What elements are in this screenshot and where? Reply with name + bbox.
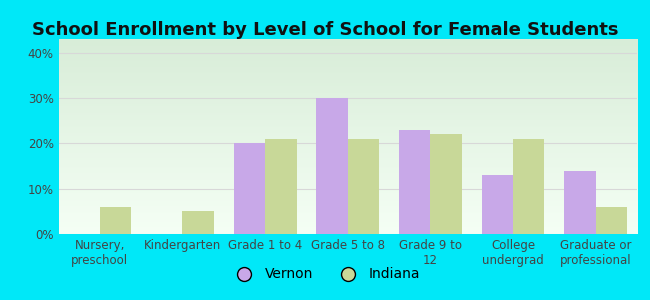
- Bar: [348, 139, 379, 234]
- Bar: [317, 98, 348, 234]
- Bar: [595, 207, 627, 234]
- Bar: [234, 143, 265, 234]
- Bar: [430, 134, 461, 234]
- Legend: Vernon, Indiana: Vernon, Indiana: [224, 262, 426, 287]
- Bar: [100, 207, 131, 234]
- Bar: [265, 139, 296, 234]
- Bar: [399, 130, 430, 234]
- Bar: [183, 211, 214, 234]
- Bar: [564, 170, 595, 234]
- Bar: [482, 175, 513, 234]
- Text: School Enrollment by Level of School for Female Students: School Enrollment by Level of School for…: [32, 21, 618, 39]
- Bar: [513, 139, 545, 234]
